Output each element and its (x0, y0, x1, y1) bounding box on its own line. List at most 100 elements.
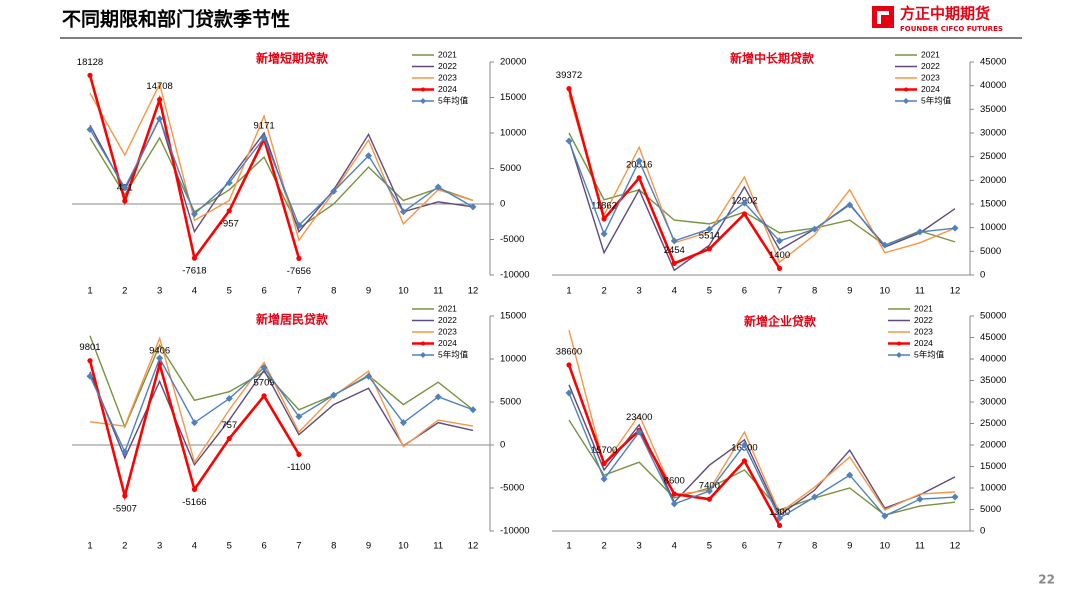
x-tick-label: 9 (847, 541, 852, 552)
point (121, 184, 129, 192)
point (600, 475, 608, 483)
point (705, 225, 713, 233)
y-tick-label: 15000 (500, 311, 526, 322)
x-tick-label: 10 (880, 541, 891, 552)
point (121, 448, 129, 456)
legend-label: 5年均值 (914, 349, 945, 359)
x-tick-label: 2 (601, 541, 606, 552)
point (670, 500, 678, 508)
x-tick-label: 11 (915, 541, 925, 552)
y-tick-label: -5000 (500, 234, 524, 245)
point (635, 428, 643, 436)
x-tick-label: 2 (601, 286, 606, 297)
point (365, 372, 373, 380)
data-label: 39372 (556, 70, 582, 81)
point (225, 395, 233, 403)
point (190, 419, 198, 427)
point (434, 393, 442, 401)
data-label: 9801 (79, 342, 100, 353)
point (190, 210, 198, 218)
x-tick-label: 3 (157, 286, 162, 297)
point (916, 495, 924, 503)
x-tick-label: 9 (366, 286, 371, 297)
point (776, 265, 783, 271)
point (811, 225, 819, 233)
data-label: -957 (220, 218, 239, 229)
point (600, 230, 608, 238)
legend-label: 2022 (438, 315, 457, 325)
point (469, 406, 477, 414)
legend-marker (896, 352, 902, 358)
logo-icon (872, 6, 894, 28)
point (776, 522, 783, 529)
point (881, 512, 889, 520)
series-line (89, 117, 474, 227)
y-tick-label: 15000 (980, 461, 1006, 472)
data-label: 8600 (664, 476, 685, 487)
legend-label: 2022 (438, 61, 457, 71)
x-tick-label: 8 (812, 286, 817, 297)
x-tick-label: 7 (777, 541, 782, 552)
data-label: 11862 (591, 200, 617, 211)
point (226, 208, 232, 214)
legend-label: 2023 (914, 326, 933, 336)
y-tick-label: 40000 (980, 354, 1006, 365)
legend-label: 2023 (438, 72, 457, 82)
point (122, 493, 128, 499)
point (295, 413, 303, 421)
x-tick-label: 7 (296, 286, 301, 297)
y-tick-label: 15000 (500, 92, 526, 103)
x-tick-label: 6 (261, 286, 266, 297)
x-tick-label: 8 (331, 541, 336, 552)
x-tick-label: 3 (637, 286, 642, 297)
point (330, 391, 338, 399)
point (86, 125, 94, 133)
y-tick-label: 0 (980, 270, 985, 281)
chart-title: 新增短期贷款 (256, 51, 329, 66)
series-line (89, 368, 474, 467)
y-tick-label: 5000 (500, 163, 521, 174)
point (295, 221, 303, 229)
x-tick-label: 4 (672, 541, 677, 552)
x-tick-label: 1 (87, 541, 92, 552)
data-label: 18128 (77, 57, 103, 68)
y-tick-label: 10000 (500, 354, 526, 365)
x-tick-label: 6 (742, 541, 747, 552)
y-tick-label: 5000 (980, 504, 1001, 515)
point (951, 493, 959, 501)
data-label: 9406 (149, 346, 170, 357)
legend-label: 2021 (438, 303, 457, 313)
point (296, 255, 302, 261)
logo-subtitle: FOUNDER CIFCO FUTURES (900, 25, 1003, 33)
x-tick-label: 12 (950, 286, 961, 297)
point (87, 72, 93, 78)
legend-marker (903, 98, 909, 104)
point (330, 187, 338, 195)
x-tick-label: 9 (847, 286, 852, 297)
y-tick-label: 15000 (980, 199, 1006, 210)
point (670, 237, 678, 245)
y-tick-label: 40000 (980, 80, 1006, 91)
point (636, 175, 642, 181)
y-tick-label: 5000 (500, 397, 521, 408)
x-tick-label: 3 (157, 541, 162, 552)
point (846, 201, 854, 209)
data-label: 1300 (769, 507, 790, 518)
point (261, 393, 267, 399)
point (776, 237, 784, 245)
legend-marker (421, 87, 425, 92)
y-tick-label: 25000 (980, 418, 1006, 429)
y-tick-label: 30000 (980, 128, 1006, 139)
data-label: -1100 (287, 462, 311, 473)
y-tick-label: 45000 (980, 332, 1006, 343)
logo-name: 方正中期期货 (900, 5, 990, 23)
legend-marker (897, 341, 901, 346)
x-tick-label: 11 (433, 541, 443, 552)
point (191, 486, 198, 493)
slide-title: 不同期限和部门贷款季节性 (62, 8, 290, 31)
point (399, 419, 407, 427)
point (706, 246, 712, 252)
series-line (89, 356, 474, 454)
series-line (568, 94, 956, 264)
series-line (568, 132, 956, 246)
